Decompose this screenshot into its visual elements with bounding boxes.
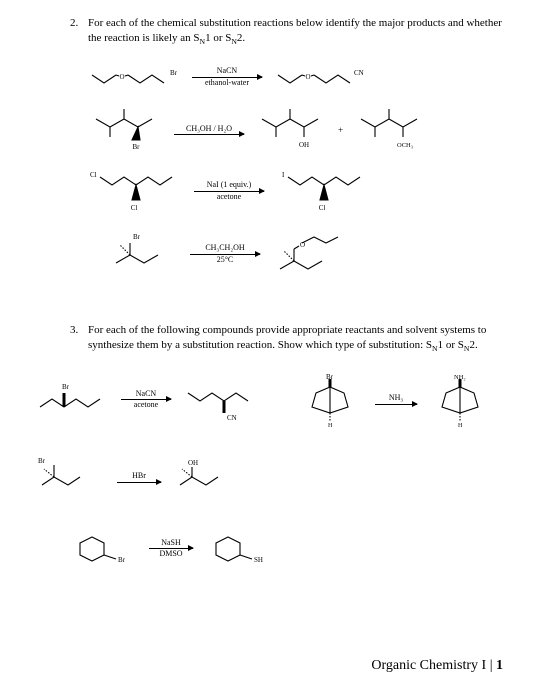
q3-text-c: 2. bbox=[469, 339, 477, 351]
question-2: 2. For each of the chemical substitution… bbox=[70, 16, 513, 47]
r3d-SH: SH bbox=[254, 556, 263, 564]
q2-text-b: 1 or S bbox=[205, 32, 231, 44]
rxn4-reactant: Br bbox=[108, 229, 178, 279]
q2-text: For each of the chemical substitution re… bbox=[88, 16, 513, 47]
r3b-product: NH₂ H bbox=[428, 373, 494, 427]
rxn2-product-2: OCH₃ bbox=[355, 107, 427, 153]
rxn4-solvent: 25°C bbox=[217, 256, 234, 265]
r3c-Br: Br bbox=[38, 457, 46, 465]
reaction-1: O Br NaCN ethanol-water O CN bbox=[88, 61, 513, 93]
r3c-OH: OH bbox=[188, 459, 198, 467]
reaction-3c: Br HBr OH bbox=[34, 455, 244, 501]
rxn4-O: O bbox=[300, 241, 305, 249]
rxn4-reagent: CH₃CH₂OH bbox=[205, 244, 244, 253]
footer-course: Organic Chemistry I bbox=[371, 658, 486, 673]
arrow-icon bbox=[121, 399, 171, 400]
q2-text-a: For each of the chemical substitution re… bbox=[88, 17, 502, 44]
rxn4-arrow: CH₃CH₂OH 25°C bbox=[186, 244, 264, 265]
r3b-H2: H bbox=[458, 423, 463, 427]
r3a-solvent: acetone bbox=[134, 401, 158, 410]
r3a-arrow: NaCN acetone bbox=[118, 390, 174, 411]
r3c-reagent: HBr bbox=[132, 472, 146, 481]
arrow-icon bbox=[192, 77, 262, 78]
r3b-reagent: NH₃ bbox=[389, 394, 403, 403]
rxn3-product: I Cl bbox=[276, 167, 370, 215]
rxn2-product-1: OH bbox=[256, 107, 326, 153]
r3d-reagent: NaSH bbox=[161, 539, 181, 548]
q3-number: 3. bbox=[70, 323, 88, 354]
arrow-icon bbox=[149, 548, 193, 549]
q3-reactions: Br NaCN acetone CN bbox=[34, 367, 513, 575]
r3d-Br: Br bbox=[118, 556, 126, 564]
r3d-product: SH bbox=[204, 529, 274, 569]
rxn1-arrow: NaCN ethanol-water bbox=[188, 67, 266, 88]
rxn2-Br: Br bbox=[133, 143, 141, 151]
arrow-icon bbox=[174, 134, 244, 135]
reaction-3a: Br NaCN acetone CN bbox=[34, 373, 258, 427]
rxn3-Clp: Cl bbox=[319, 204, 326, 212]
q3-text-b: 1 or S bbox=[438, 339, 464, 351]
r3c-product: OH bbox=[172, 455, 244, 501]
reaction-3: Cl Cl NaI (1 equiv.) acetone I Cl bbox=[88, 167, 513, 215]
rxn3-reactant: Cl Cl bbox=[88, 167, 182, 215]
r3a-Br: Br bbox=[62, 383, 70, 391]
r3a-reactant: Br bbox=[34, 377, 110, 423]
r3b-reactant: Br H bbox=[298, 373, 364, 427]
rxn3-Cl1: Cl bbox=[90, 171, 97, 179]
rxn1-product: O CN bbox=[274, 61, 370, 93]
rxn1-Br: Br bbox=[170, 69, 178, 77]
q2-number: 2. bbox=[70, 16, 88, 47]
r3d-arrow: NaSH DMSO bbox=[146, 539, 196, 560]
reaction-3d: Br NaSH DMSO SH bbox=[68, 529, 274, 569]
arrow-icon bbox=[375, 404, 417, 405]
rxn3-arrow: NaI (1 equiv.) acetone bbox=[190, 181, 268, 202]
rxn3-solvent: acetone bbox=[217, 193, 241, 202]
rxn2-reactant: Br bbox=[88, 107, 162, 153]
question-3: 3. For each of the following compounds p… bbox=[70, 323, 513, 354]
r3a-CN: CN bbox=[227, 414, 237, 422]
rxn3-Cl2: Cl bbox=[131, 204, 138, 212]
plus-icon: + bbox=[334, 125, 347, 135]
q2-reactions: O Br NaCN ethanol-water O CN bbox=[88, 61, 513, 279]
rxn4-Br: Br bbox=[133, 233, 141, 241]
reaction-2: Br CH₃OH / H₂O OH + bbox=[88, 107, 513, 153]
arrow-icon bbox=[194, 191, 264, 192]
arrow-icon bbox=[190, 254, 260, 255]
reaction-4: Br CH₃CH₂OH 25°C O bbox=[88, 229, 513, 279]
r3b-arrow: NH₃ bbox=[372, 394, 420, 405]
rxn1p-O: O bbox=[305, 73, 310, 81]
r3d-reactant: Br bbox=[68, 529, 138, 569]
r3b-NH2: NH₂ bbox=[454, 374, 466, 381]
rxn1-O: O bbox=[119, 73, 124, 81]
rxn1p-CN: CN bbox=[354, 69, 364, 77]
r3a-reagent: NaCN bbox=[136, 390, 156, 399]
rxn2-OCH3: OCH₃ bbox=[397, 142, 413, 149]
q3-text: For each of the following compounds prov… bbox=[88, 323, 513, 354]
r3d-solvent: DMSO bbox=[159, 550, 182, 559]
rxn2-reagent: CH₃OH / H₂O bbox=[186, 125, 232, 134]
rxn2-arrow: CH₃OH / H₂O bbox=[170, 125, 248, 137]
rxn1-reactant: O Br bbox=[88, 61, 180, 93]
rxn3-I: I bbox=[282, 171, 285, 179]
footer-sep: | bbox=[486, 658, 496, 673]
r3c-reactant: Br bbox=[34, 455, 106, 501]
rxn1-solvent: ethanol-water bbox=[205, 79, 249, 88]
rxn1-reagent: NaCN bbox=[217, 67, 237, 76]
rxn3-reagent: NaI (1 equiv.) bbox=[207, 181, 252, 190]
page-footer: Organic Chemistry I | 1 bbox=[371, 658, 503, 674]
rxn4-product: O bbox=[272, 229, 352, 279]
r3c-arrow: HBr bbox=[114, 472, 164, 483]
r3b-Br: Br bbox=[326, 373, 334, 381]
footer-page: 1 bbox=[496, 658, 503, 673]
rxn2-OH: OH bbox=[299, 141, 309, 149]
r3a-product: CN bbox=[182, 377, 258, 423]
r3b-H1: H bbox=[328, 423, 333, 427]
reaction-3b: Br H NH₃ NH₂ H bbox=[298, 373, 494, 427]
arrow-icon bbox=[117, 482, 161, 483]
q2-text-c: 2. bbox=[237, 32, 245, 44]
q3-text-a: For each of the following compounds prov… bbox=[88, 324, 486, 351]
